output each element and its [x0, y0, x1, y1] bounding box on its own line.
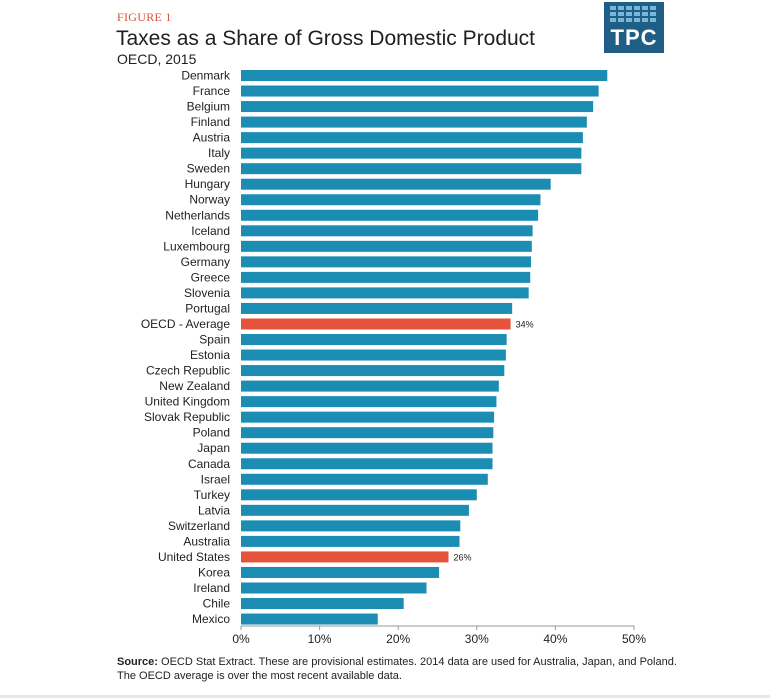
category-label-germany: Germany [181, 255, 230, 269]
source-text: OECD Stat Extract. These are provisional… [117, 656, 677, 682]
bar-new-zealand [241, 380, 499, 392]
bar-belgium [241, 101, 594, 113]
bar-finland [241, 116, 587, 128]
x-tick-label-0: 0% [232, 632, 250, 646]
bar-portugal [241, 302, 513, 314]
category-label-ireland: Ireland [193, 581, 230, 595]
bar-norway [241, 194, 541, 206]
category-label-portugal: Portugal [185, 301, 230, 315]
category-label-norway: Norway [189, 193, 230, 207]
x-tick-label-50: 50% [622, 632, 646, 646]
bar-slovak-republic [241, 411, 495, 423]
category-label-estonia: Estonia [190, 348, 230, 362]
bar-denmark [241, 70, 608, 81]
bar-poland [241, 427, 494, 439]
bar-chile [241, 598, 404, 610]
category-label-united-kingdom: United Kingdom [145, 395, 230, 409]
bar-estonia [241, 349, 506, 361]
bar-latvia [241, 504, 469, 516]
bar-czech-republic [241, 365, 505, 377]
category-label-oecd-average: OECD - Average [141, 317, 230, 331]
category-label-italy: Italy [208, 146, 230, 160]
logo-grid-icon [610, 6, 656, 22]
category-label-finland: Finland [191, 115, 230, 129]
category-label-united-states: United States [158, 550, 230, 564]
tpc-logo: TPC [604, 2, 664, 53]
category-label-new-zealand: New Zealand [159, 379, 230, 393]
data-label-united-states: 26% [454, 552, 472, 562]
bar-mexico [241, 613, 378, 625]
bar-italy [241, 147, 582, 159]
bar-united-kingdom [241, 396, 497, 408]
figure-label: FIGURE 1 [117, 10, 172, 24]
category-label-japan: Japan [197, 441, 230, 455]
category-label-austria: Austria [193, 131, 231, 145]
x-tick-label-10: 10% [308, 632, 332, 646]
category-label-turkey: Turkey [194, 488, 230, 502]
data-label-oecd-average: 34% [516, 319, 534, 329]
bar-united-states [241, 551, 449, 563]
bar-sweden [241, 163, 582, 175]
bar-canada [241, 458, 493, 470]
bar-australia [241, 535, 460, 547]
bar-austria [241, 132, 583, 144]
bar-slovenia [241, 287, 529, 299]
chart-title: Taxes as a Share of Gross Domestic Produ… [116, 27, 536, 50]
category-label-luxembourg: Luxembourg [163, 239, 230, 253]
category-label-belgium: Belgium [187, 100, 230, 114]
bottom-rule [0, 695, 770, 698]
category-label-poland: Poland [193, 426, 230, 440]
category-label-hungary: Hungary [185, 177, 230, 191]
bar-korea [241, 566, 440, 578]
category-label-chile: Chile [203, 597, 231, 611]
category-label-denmark: Denmark [181, 69, 231, 83]
source-note: Source: OECD Stat Extract. These are pro… [117, 655, 677, 683]
bar-hungary [241, 178, 551, 190]
category-label-sweden: Sweden [187, 162, 230, 176]
bar-germany [241, 256, 532, 268]
bar-greece [241, 271, 531, 283]
category-label-israel: Israel [201, 472, 230, 486]
category-label-latvia: Latvia [198, 503, 230, 517]
bar-luxembourg [241, 240, 532, 252]
x-tick-label-30: 30% [465, 632, 489, 646]
chart-subtitle: OECD, 2015 [117, 51, 197, 67]
category-label-switzerland: Switzerland [168, 519, 230, 533]
source-label: Source: [117, 656, 158, 668]
category-label-slovak-republic: Slovak Republic [144, 410, 230, 424]
category-label-mexico: Mexico [192, 612, 230, 626]
category-label-australia: Australia [183, 534, 230, 548]
x-tick-label-40: 40% [543, 632, 567, 646]
bar-france [241, 85, 599, 97]
category-label-greece: Greece [191, 270, 231, 284]
bar-spain [241, 334, 507, 346]
bar-switzerland [241, 520, 461, 532]
logo-text: TPC [610, 25, 658, 50]
category-label-netherlands: Netherlands [165, 208, 230, 222]
category-label-slovenia: Slovenia [184, 286, 230, 300]
category-label-france: France [193, 84, 231, 98]
bar-turkey [241, 489, 477, 501]
category-label-canada: Canada [188, 457, 230, 471]
category-label-korea: Korea [198, 565, 230, 579]
category-label-iceland: Iceland [191, 224, 230, 238]
bar-japan [241, 442, 493, 454]
bar-iceland [241, 225, 533, 237]
bar-netherlands [241, 209, 539, 221]
category-label-spain: Spain [199, 333, 230, 347]
bar-oecd-average [241, 318, 511, 330]
bar-israel [241, 473, 488, 485]
bar-ireland [241, 582, 427, 594]
category-label-czech-republic: Czech Republic [146, 364, 230, 378]
x-tick-label-20: 20% [386, 632, 410, 646]
